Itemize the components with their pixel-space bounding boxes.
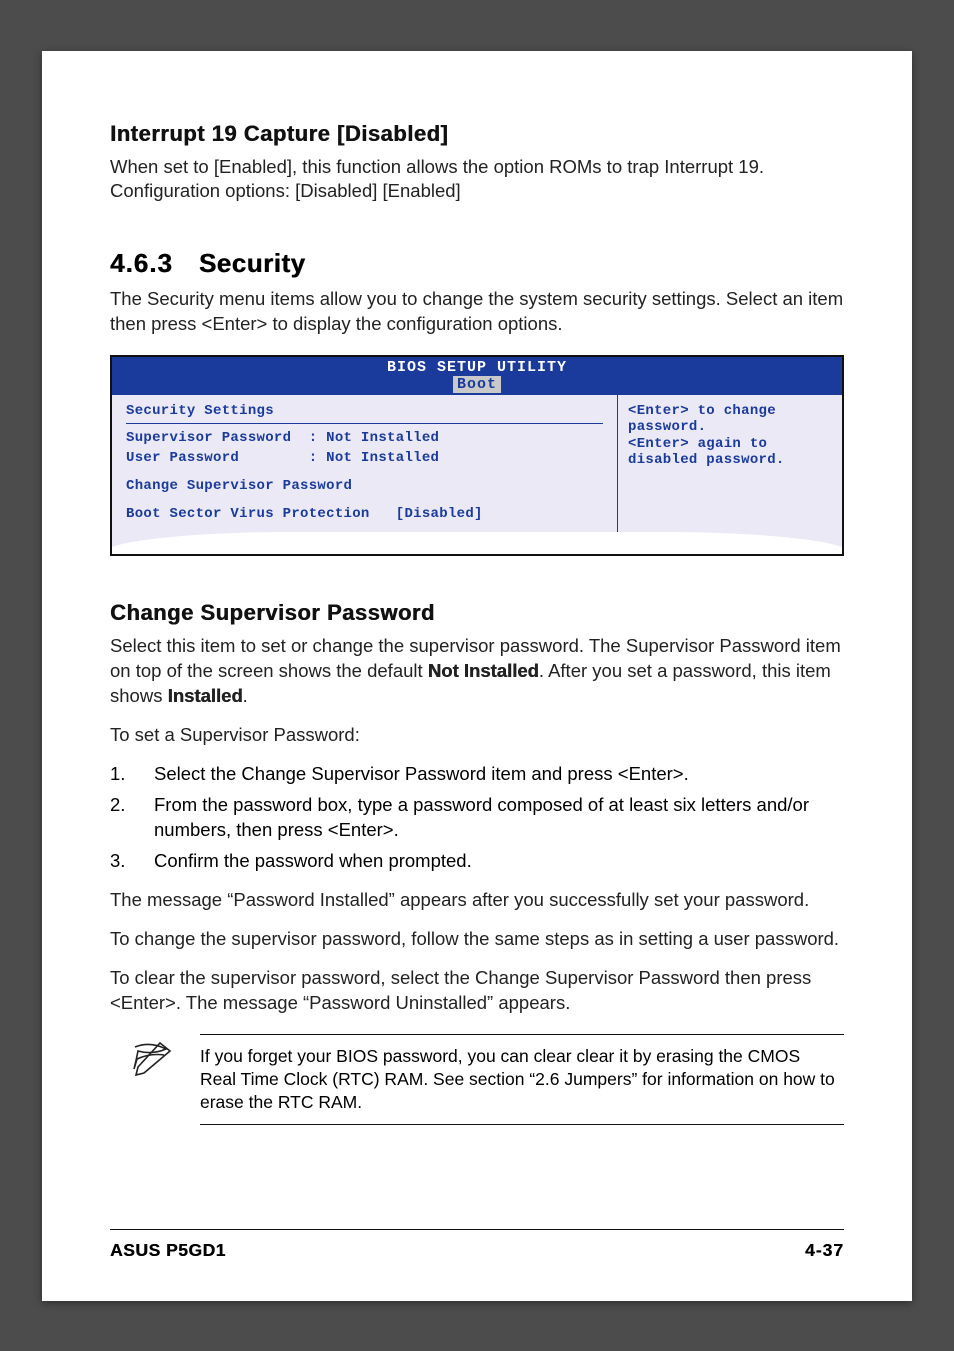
- change-sup-p4: To change the supervisor password, follo…: [110, 927, 844, 952]
- security-intro: The Security menu items allow you to cha…: [110, 287, 844, 337]
- bios-boot-prot: Boot Sector Virus Protection [Disabled]: [126, 506, 603, 522]
- bios-row-sup: Supervisor Password : Not Installed: [126, 430, 603, 446]
- note-box: If you forget your BIOS password, you ca…: [200, 1034, 844, 1125]
- change-sup-p5: To clear the supervisor password, select…: [110, 966, 844, 1016]
- content-area: Interrupt 19 Capture [Disabled] When set…: [110, 121, 844, 1199]
- page: Interrupt 19 Capture [Disabled] When set…: [42, 51, 912, 1301]
- footer-page-number: 4-37: [805, 1240, 844, 1261]
- bios-help-panel: <Enter> to change password. <Enter> agai…: [617, 395, 842, 554]
- bios-screenshot: BIOS SETUP UTILITY Boot Security Setting…: [110, 355, 844, 556]
- bios-left-panel: Security Settings Supervisor Password : …: [112, 395, 617, 554]
- change-sup-heading: Change Supervisor Password: [110, 600, 844, 626]
- p1-e: .: [243, 685, 248, 706]
- p1-b-strong: Not Installed: [428, 660, 539, 681]
- step-1: Select the Change Supervisor Password it…: [110, 762, 844, 787]
- bios-tab-row: Boot: [112, 376, 842, 395]
- interrupt-heading: Interrupt 19 Capture [Disabled]: [110, 121, 844, 147]
- bios-divider: [126, 423, 603, 424]
- bios-tab-boot: Boot: [453, 376, 501, 393]
- interrupt-body: When set to [Enabled], this function all…: [110, 155, 844, 205]
- p1-d-strong: Installed: [168, 685, 243, 706]
- footer-product: ASUS P5GD1: [110, 1240, 226, 1261]
- bios-body: Security Settings Supervisor Password : …: [112, 395, 842, 554]
- change-sup-p2: To set a Supervisor Password:: [110, 723, 844, 748]
- steps-list: Select the Change Supervisor Password it…: [110, 762, 844, 874]
- section-heading: 4.6.3 Security: [110, 248, 844, 279]
- section-number: 4.6.3: [110, 248, 173, 279]
- bios-sec-heading: Security Settings: [126, 403, 603, 419]
- bios-row-user: User Password : Not Installed: [126, 450, 603, 466]
- change-sup-p1: Select this item to set or change the su…: [110, 634, 844, 709]
- bios-help-text: <Enter> to change password. <Enter> agai…: [628, 403, 785, 467]
- pencil-note-icon: [130, 1041, 174, 1082]
- bios-title: BIOS SETUP UTILITY: [112, 357, 842, 376]
- note-text: If you forget your BIOS password, you ca…: [200, 1045, 840, 1114]
- step-2: From the password box, type a password c…: [110, 793, 844, 843]
- section-name: Security: [199, 248, 306, 279]
- page-footer: ASUS P5GD1 4-37: [110, 1229, 844, 1261]
- change-sup-p3: The message “Password Installed” appears…: [110, 888, 844, 913]
- bios-change-sup: Change Supervisor Password: [126, 478, 603, 494]
- step-3: Confirm the password when prompted.: [110, 849, 844, 874]
